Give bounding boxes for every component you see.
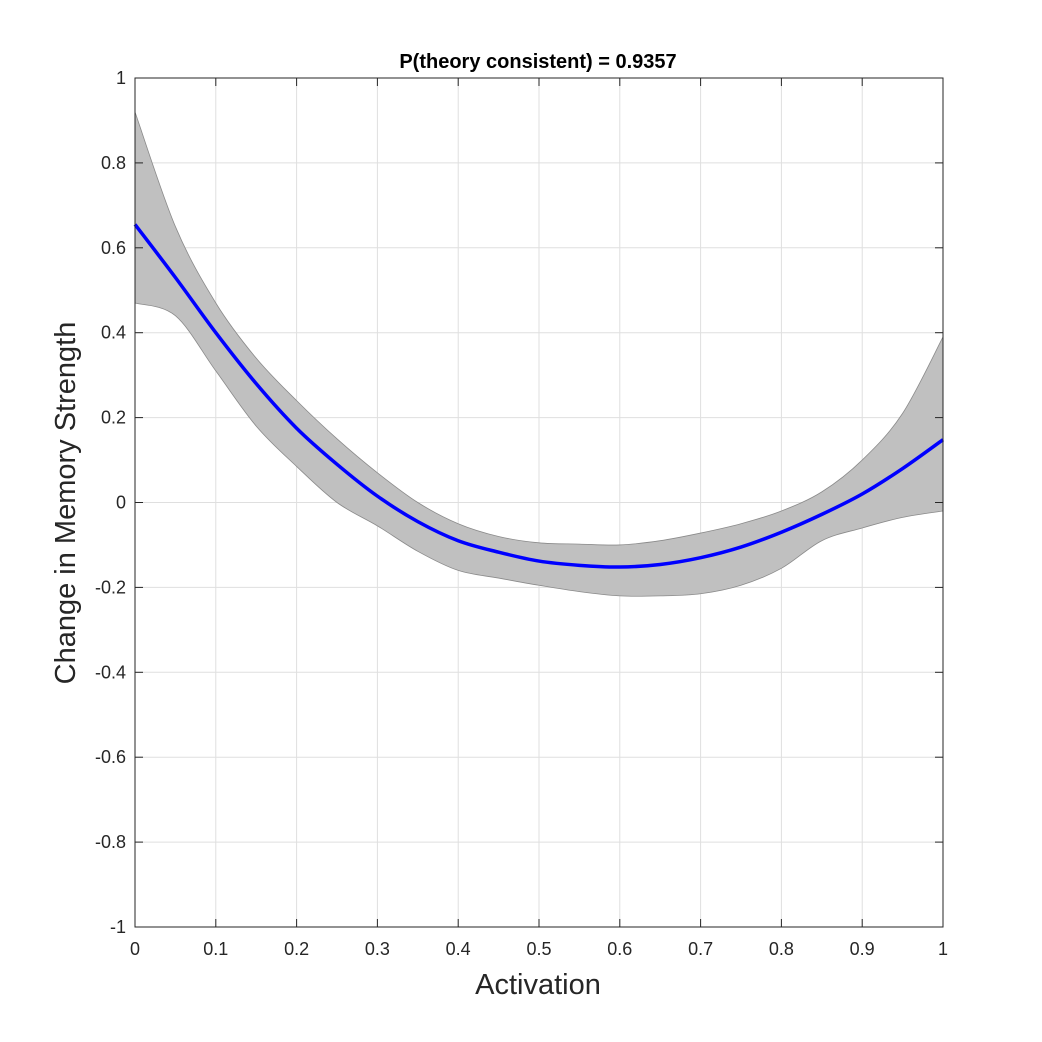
y-tick-label: -0.6 [95,747,126,767]
mean-curve [133,223,945,569]
confidence-band [134,111,944,597]
y-tick-label: 0 [116,493,126,513]
chart-title: P(theory consistent) = 0.9357 [399,51,676,73]
y-tick-label: 1 [116,68,126,88]
y-tick-label: 0.4 [101,323,126,343]
y-axis-title: Change in Memory Strength [50,322,82,685]
x-tick-label: 0.7 [688,939,713,959]
y-tick-label: -0.8 [95,832,126,852]
y-tick-label: 0.6 [101,238,126,258]
y-tick-label: -1 [110,917,126,937]
axes: 0 0.1 0.2 0.3 0.4 0.5 0.6 0.7 0.8 0.9 1 1 0.8 0.6 0.4 0… [95,68,948,959]
x-tick-label: 0.6 [607,939,632,959]
x-tick-label: 0.1 [203,939,228,959]
x-tick-label: 0.9 [850,939,875,959]
x-tick-label: 0.5 [526,939,551,959]
x-tick-label: 0.3 [365,939,390,959]
plot-area [133,111,945,597]
x-tick-label: 0.8 [769,939,794,959]
x-tick-label: 0.2 [284,939,309,959]
y-tick-label: 0.8 [101,153,126,173]
y-tick-label: 0.2 [101,408,126,428]
x-axis-title: Activation [475,969,601,1001]
y-tick-label: -0.2 [95,577,126,597]
y-tick-label: -0.4 [95,662,126,682]
x-tick-label: 1 [938,939,948,959]
x-tick-label: 0.4 [446,939,471,959]
x-tick-label: 0 [130,939,140,959]
